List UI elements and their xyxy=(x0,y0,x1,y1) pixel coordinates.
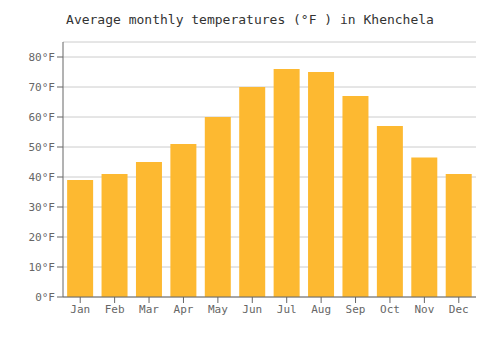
svg-text:Jun: Jun xyxy=(242,303,262,316)
svg-text:Dec: Dec xyxy=(449,303,469,316)
svg-text:30°F: 30°F xyxy=(29,201,56,214)
svg-text:Sep: Sep xyxy=(346,303,366,316)
svg-text:Jan: Jan xyxy=(70,303,90,316)
svg-text:Oct: Oct xyxy=(380,303,400,316)
svg-text:60°F: 60°F xyxy=(29,111,56,124)
svg-text:10°F: 10°F xyxy=(29,261,56,274)
svg-text:40°F: 40°F xyxy=(29,171,56,184)
svg-text:20°F: 20°F xyxy=(29,231,56,244)
svg-text:Aug: Aug xyxy=(311,303,331,316)
svg-text:Feb: Feb xyxy=(105,303,125,316)
svg-text:Apr: Apr xyxy=(174,303,194,316)
svg-text:50°F: 50°F xyxy=(29,141,56,154)
svg-text:May: May xyxy=(208,303,228,316)
svg-text:Jul: Jul xyxy=(277,303,297,316)
svg-text:70°F: 70°F xyxy=(29,81,56,94)
svg-text:0°F: 0°F xyxy=(35,291,55,304)
svg-text:Mar: Mar xyxy=(139,303,159,316)
svg-text:Nov: Nov xyxy=(414,303,434,316)
html-text:Average monthly temperatures (: Average monthly temperatures (°F ) in Kh… xyxy=(66,12,434,27)
svg-text:80°F: 80°F xyxy=(29,51,56,64)
